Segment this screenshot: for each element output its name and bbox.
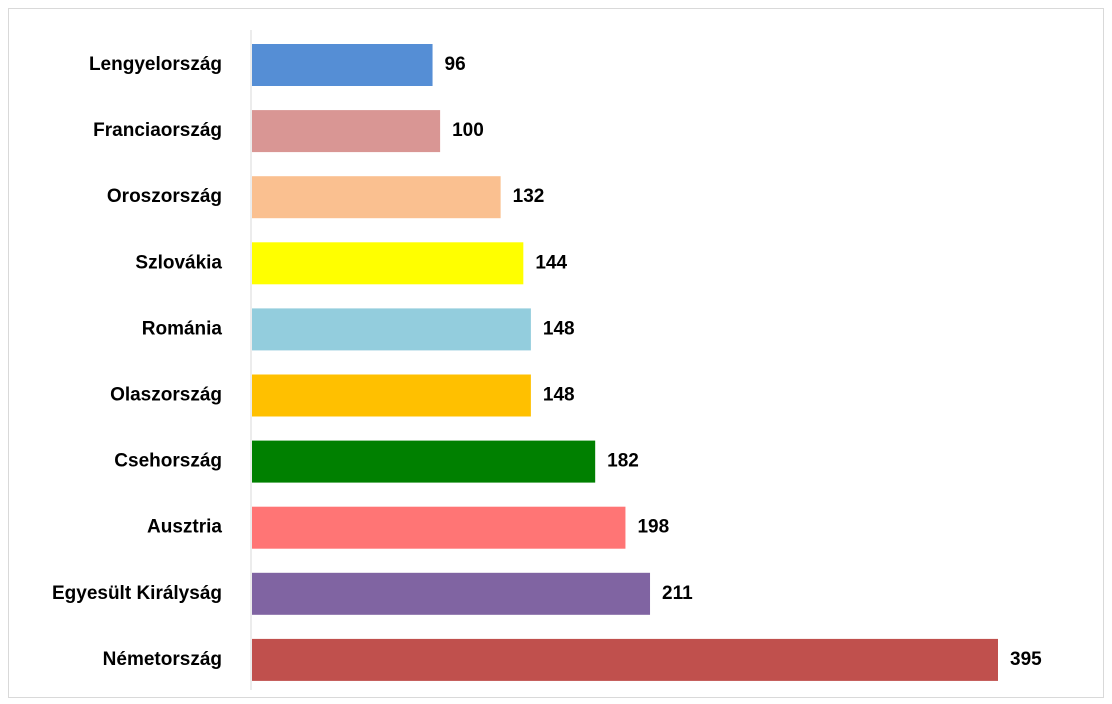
category-label: Franciaország (93, 120, 222, 141)
category-label: Oroszország (107, 186, 222, 207)
category-label: Románia (142, 318, 223, 339)
value-label: 198 (637, 517, 669, 538)
value-label: 211 (662, 583, 693, 604)
bar (252, 374, 531, 417)
value-label: 100 (452, 120, 484, 141)
bar (252, 638, 998, 681)
category-label: Szlovákia (135, 252, 222, 273)
value-label: 148 (543, 385, 575, 406)
value-label: 96 (445, 54, 466, 75)
value-label: 132 (513, 186, 545, 207)
value-label: 182 (607, 451, 639, 472)
category-label: Olaszország (110, 385, 222, 406)
bar (252, 44, 433, 86)
bar (252, 308, 531, 351)
category-label: Csehország (114, 451, 222, 472)
category-label: Egyesült Királyság (52, 583, 222, 604)
category-label: Lengyelország (89, 54, 222, 75)
bar (252, 572, 651, 615)
bar (252, 506, 626, 549)
bar (252, 440, 596, 483)
category-label: Ausztria (147, 517, 222, 538)
category-label: Németország (103, 649, 222, 670)
value-label: 395 (1010, 649, 1042, 670)
value-label: 148 (543, 318, 575, 339)
value-label: 144 (535, 252, 567, 273)
bar (252, 242, 524, 285)
bar (252, 110, 441, 153)
bar (252, 176, 501, 219)
